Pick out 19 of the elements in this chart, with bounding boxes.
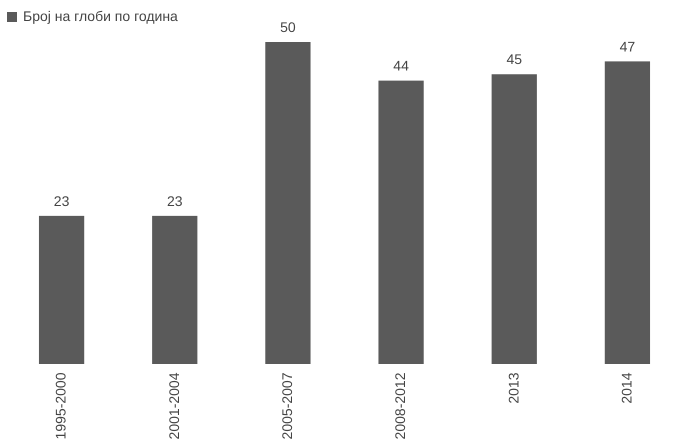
data-label: 50 xyxy=(280,19,296,35)
bar xyxy=(152,216,198,364)
data-label: 45 xyxy=(506,51,522,68)
x-tick-label: 1995-2000 xyxy=(52,372,69,440)
data-label: 23 xyxy=(54,192,70,209)
legend-label: Број на глоби по година xyxy=(23,8,178,24)
x-tick-label: 2014 xyxy=(618,372,634,404)
x-tick-label: 2013 xyxy=(505,372,522,404)
bar xyxy=(38,216,84,364)
data-label: 23 xyxy=(166,192,183,209)
bar xyxy=(265,42,311,364)
bar xyxy=(378,80,424,364)
x-tick-label: 2005-2007 xyxy=(278,372,295,440)
data-label: 44 xyxy=(393,58,410,74)
bar xyxy=(604,61,650,364)
data-label: 47 xyxy=(620,38,636,54)
x-tick-label: 2008-2012 xyxy=(392,372,408,440)
x-tick-label: 2001-2004 xyxy=(166,372,182,440)
bar xyxy=(492,74,537,364)
